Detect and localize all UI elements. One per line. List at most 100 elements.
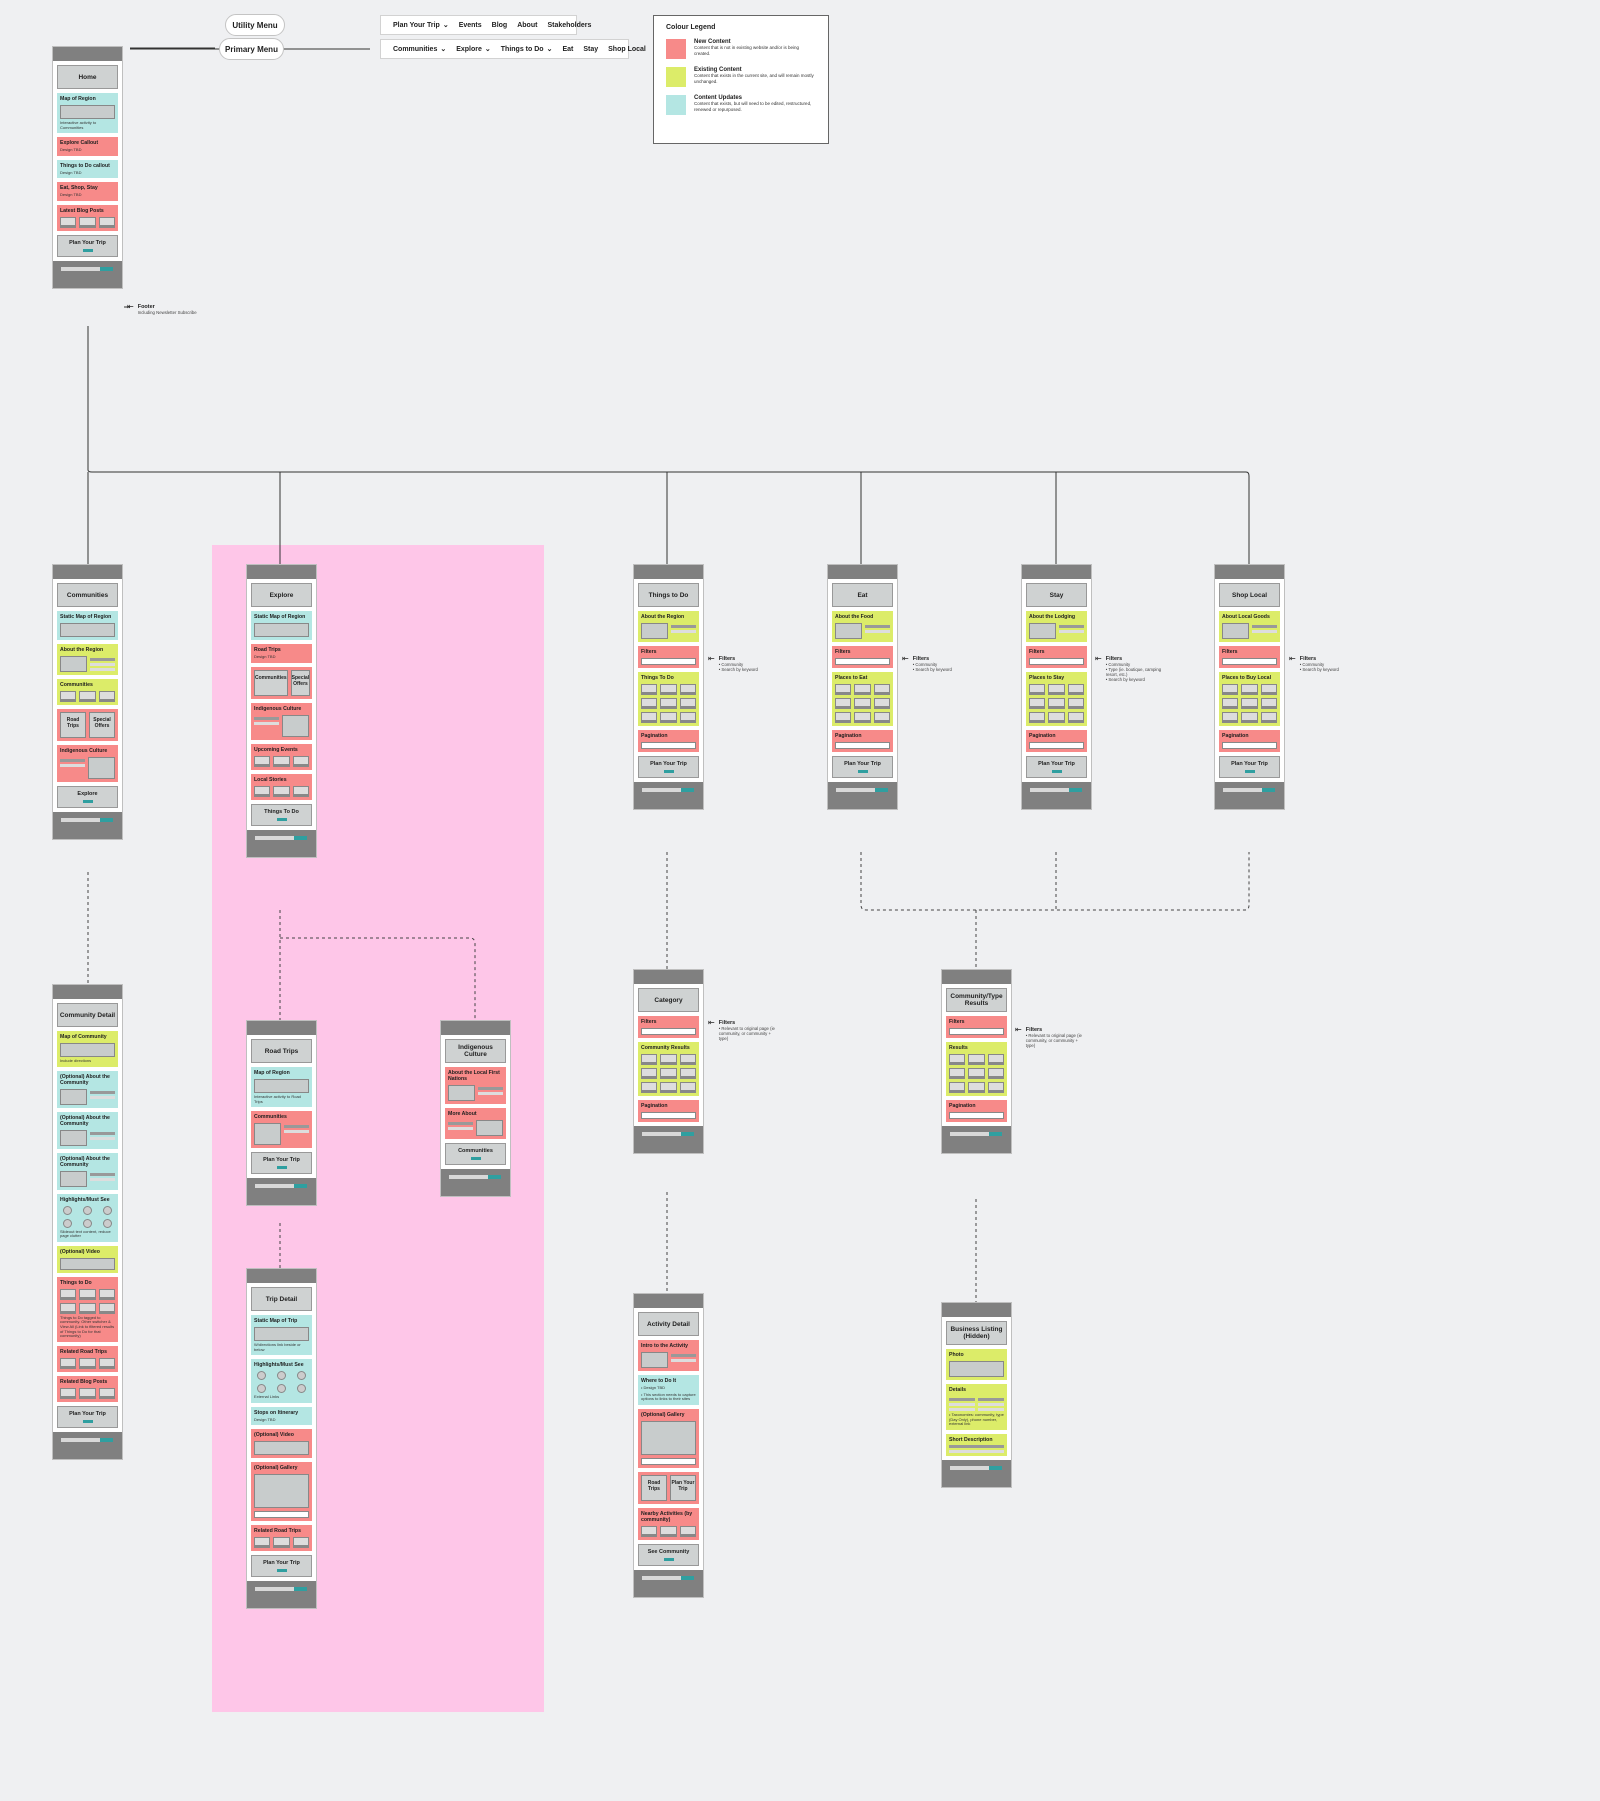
section-filters: Filters bbox=[946, 1016, 1007, 1038]
primary-item-explore[interactable]: Explore ⌄ bbox=[456, 45, 491, 54]
page-road-trips[interactable]: Road Trips Map of Region Interactive acti… bbox=[246, 1020, 317, 1207]
section-about-2: (Optional) About the Community bbox=[57, 1111, 118, 1149]
arrow-left-icon: ⇤ bbox=[1289, 654, 1296, 663]
page-header bbox=[247, 1021, 316, 1035]
cta-button[interactable]: Plan Your Trip bbox=[832, 756, 893, 778]
legend-label: Content Updates bbox=[694, 95, 742, 101]
section-pagination: Pagination bbox=[638, 730, 699, 752]
page-explore[interactable]: Explore Static Map of Region Road Trips D… bbox=[246, 564, 317, 858]
section-intro: Intro to the Activity bbox=[638, 1340, 699, 1371]
connector-eat-shop-merge bbox=[860, 852, 1250, 911]
section-results: Places to Stay bbox=[1026, 672, 1087, 726]
utility-menu-bar: Plan Your Trip ⌄ Events Blog About Stakeh… bbox=[380, 15, 591, 35]
section-latest-blog: Latest Blog Posts bbox=[57, 204, 118, 231]
page-title: Community Detail bbox=[57, 1003, 118, 1027]
utility-item-blog[interactable]: Blog bbox=[491, 21, 508, 29]
section-communities: Communities bbox=[251, 1111, 312, 1149]
page-activity-detail[interactable]: Activity Detail Intro to the Activity Wh… bbox=[633, 1293, 704, 1598]
page-community-type-results[interactable]: Community/Type Results Filters Results P… bbox=[941, 969, 1012, 1154]
page-title: Stay bbox=[1026, 583, 1087, 607]
page-footer bbox=[942, 1459, 1011, 1487]
page-category[interactable]: Category Filters Community Results Pagin… bbox=[633, 969, 704, 1154]
cta-button[interactable]: Plan Your Trip bbox=[57, 234, 118, 257]
page-business-listing[interactable]: Business Listing (Hidden) Photo Details •… bbox=[941, 1302, 1012, 1488]
section-pagination: Pagination bbox=[638, 1100, 699, 1122]
page-indigenous-culture[interactable]: Indigenous Culture About the Local First… bbox=[440, 1020, 511, 1197]
page-footer bbox=[634, 1126, 703, 1153]
primary-item-eat[interactable]: Eat bbox=[562, 45, 574, 53]
section-first-nations: About the Local First Nations bbox=[445, 1067, 506, 1104]
cta-button[interactable]: Plan Your Trip bbox=[57, 1405, 118, 1428]
section-related-blog: Related Blog Posts bbox=[57, 1375, 118, 1402]
section-eat-shop-stay: Eat, Shop, Stay Design TBD bbox=[57, 182, 118, 201]
page-footer bbox=[828, 782, 897, 809]
utility-item-events[interactable]: Events bbox=[458, 21, 482, 29]
arrow-left-icon: ⇤ bbox=[127, 302, 134, 311]
section-map: Map of Region Interactive activity to Com… bbox=[57, 93, 118, 134]
section-highlights: Highlights/Must See External Links bbox=[251, 1359, 312, 1403]
utility-item-stakeholders[interactable]: Stakeholders bbox=[547, 21, 592, 29]
cta-button[interactable]: Explore bbox=[57, 786, 118, 808]
cta-button[interactable]: Communities bbox=[445, 1143, 506, 1165]
section-pagination: Pagination bbox=[1026, 730, 1087, 752]
cta-button[interactable]: See Community bbox=[638, 1543, 699, 1566]
primary-item-communities[interactable]: Communities ⌄ bbox=[393, 45, 447, 54]
cta-button[interactable]: Plan Your Trip bbox=[1219, 756, 1280, 778]
page-footer bbox=[247, 1178, 316, 1206]
legend-swatch-update bbox=[666, 95, 686, 115]
primary-item-stay[interactable]: Stay bbox=[583, 45, 599, 53]
section-gallery: (Optional) Gallery bbox=[638, 1408, 699, 1468]
arrow-left-icon: ⇤ bbox=[902, 654, 909, 663]
page-home[interactable]: Home Map of Region Interactive activity t… bbox=[52, 46, 123, 289]
section-stops: Stops on Itinerary Design TBD bbox=[251, 1406, 312, 1426]
section-about: About Local Goods bbox=[1219, 611, 1280, 642]
section-pair: Road Trips Special Offers bbox=[57, 709, 118, 741]
section-related-road-trips: Related Road Trips bbox=[251, 1525, 312, 1552]
page-footer bbox=[942, 1126, 1011, 1153]
section-about-region: About the Region bbox=[57, 644, 118, 675]
section-photo: Photo bbox=[946, 1349, 1007, 1380]
cta-button[interactable]: Things To Do bbox=[251, 803, 312, 826]
utility-item-about[interactable]: About bbox=[517, 21, 538, 29]
section-results: Results bbox=[946, 1042, 1007, 1096]
section-about: About the Lodging bbox=[1026, 611, 1087, 642]
legend-desc: Content that exists in the current site,… bbox=[694, 73, 814, 84]
section-map: Map of Region Interactive activity to Roa… bbox=[251, 1067, 312, 1108]
primary-item-shop[interactable]: Shop Local bbox=[608, 45, 646, 53]
page-footer bbox=[53, 812, 122, 839]
page-header bbox=[247, 1269, 316, 1283]
cta-button[interactable]: Plan Your Trip bbox=[638, 756, 699, 778]
cta-button[interactable]: Plan Your Trip bbox=[251, 1152, 312, 1175]
page-things-to-do[interactable]: Things to Do About the Region Filters Th… bbox=[633, 564, 704, 810]
legend-row-update: Content Updates Content that exists, but … bbox=[666, 95, 816, 115]
page-title: Things to Do bbox=[638, 583, 699, 607]
page-footer bbox=[441, 1169, 510, 1196]
page-shop-local[interactable]: Shop Local About Local Goods Filters Pla… bbox=[1214, 564, 1285, 810]
arrow-left-icon: ⇤ bbox=[708, 654, 715, 663]
filters-annotation-eat: ⇤ Filters • Community • Search by keyword bbox=[902, 654, 952, 673]
page-title: Home bbox=[57, 65, 118, 89]
page-header bbox=[441, 1021, 510, 1035]
page-trip-detail[interactable]: Trip Detail Static Map of Trip W/directio… bbox=[246, 1268, 317, 1610]
page-community-detail[interactable]: Community Detail Map of Community Include… bbox=[52, 984, 123, 1460]
primary-item-things[interactable]: Things to Do ⌄ bbox=[500, 45, 553, 54]
section-static-map: Static Map of Region bbox=[251, 611, 312, 640]
section-static-map: Static Map of Region bbox=[57, 611, 118, 640]
arrow-left-icon: ⇤ bbox=[1095, 654, 1102, 663]
page-stay[interactable]: Stay About the Lodging Filters Places to… bbox=[1021, 564, 1092, 810]
cta-button[interactable]: Plan Your Trip bbox=[251, 1555, 312, 1578]
section-filters: Filters bbox=[638, 1016, 699, 1038]
legend-row-new: New Content Content that is not in existi… bbox=[666, 39, 816, 59]
page-communities[interactable]: Communities Static Map of Region About t… bbox=[52, 564, 123, 840]
connector-indigenous bbox=[280, 937, 476, 1020]
section-explore-callout: Explore Callout Design TBD bbox=[57, 137, 118, 156]
chevron-down-icon: ⌄ bbox=[442, 22, 449, 29]
filters-annotation-shop: ⇤ Filters • Community • Search by keyword bbox=[1289, 654, 1339, 673]
legend-row-existing: Existing Content Content that exists in t… bbox=[666, 67, 816, 87]
utility-item-plan[interactable]: Plan Your Trip ⌄ bbox=[393, 21, 449, 30]
page-header bbox=[53, 985, 122, 999]
section-things-to-do: Things to Do Things to Do tagged to commu… bbox=[57, 1276, 118, 1342]
section-results: Places to Eat bbox=[832, 672, 893, 726]
cta-button[interactable]: Plan Your Trip bbox=[1026, 756, 1087, 778]
page-eat[interactable]: Eat About the Food Filters Places to Eat… bbox=[827, 564, 898, 810]
